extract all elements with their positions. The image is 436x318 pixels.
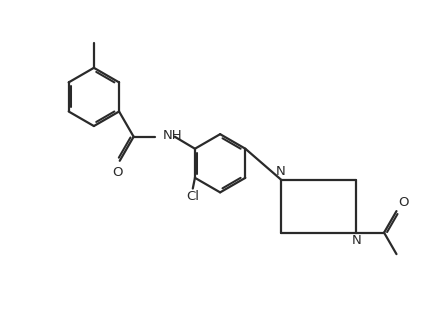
Text: O: O xyxy=(399,196,409,209)
Text: O: O xyxy=(112,166,123,179)
Text: Cl: Cl xyxy=(186,190,199,203)
Text: NH: NH xyxy=(163,129,182,142)
Text: N: N xyxy=(351,234,361,247)
Text: N: N xyxy=(276,165,286,178)
